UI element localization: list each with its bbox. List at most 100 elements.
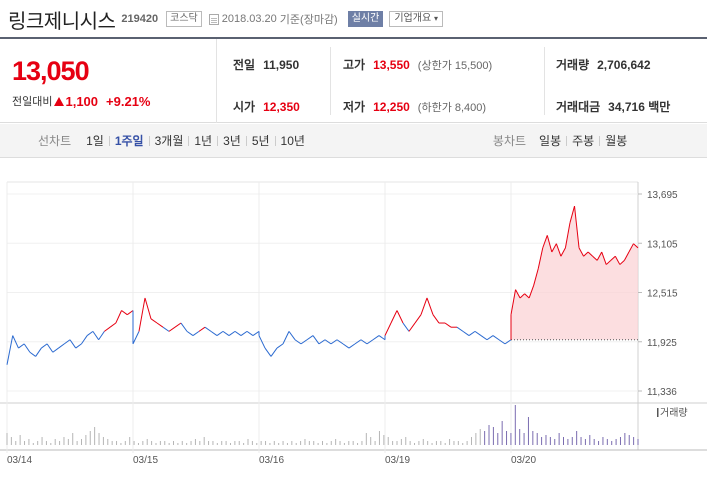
price-line-segment bbox=[336, 339, 344, 345]
candle-monthly[interactable]: 월봉 bbox=[605, 134, 628, 148]
candle-weekly[interactable]: 주봉 bbox=[572, 134, 595, 148]
price-line-segment bbox=[462, 330, 470, 336]
period-1w[interactable]: 1주일 bbox=[114, 134, 144, 148]
price-line-segment bbox=[210, 330, 218, 336]
price-line-segment bbox=[533, 268, 539, 286]
price-line-segment bbox=[592, 255, 598, 261]
company-name[interactable]: 링크제니시스 bbox=[8, 10, 116, 33]
price-line-segment bbox=[587, 251, 593, 257]
lower-limit: (하한가 8,400) bbox=[417, 102, 487, 114]
price-line-segment bbox=[240, 330, 248, 336]
price-line-segment bbox=[138, 297, 146, 332]
price-line-segment bbox=[234, 330, 242, 336]
price-line-segment bbox=[378, 335, 386, 341]
change-row: 전일대비 1,100 +9.21% bbox=[12, 93, 150, 109]
period-5y[interactable]: 5년 bbox=[251, 134, 270, 148]
price-line-segment bbox=[29, 351, 36, 357]
price-line-segment bbox=[270, 347, 278, 357]
candle-chart-label: 봉차트 bbox=[492, 134, 527, 148]
price-line-segment bbox=[222, 330, 230, 336]
stock-code: 219420 bbox=[121, 13, 159, 25]
stat-value: 13,550 bbox=[373, 58, 410, 72]
period-10y[interactable]: 10년 bbox=[280, 134, 305, 148]
corp-info-dropdown[interactable]: 기업개요 ▾ bbox=[389, 11, 443, 27]
stat-value: 12,350 bbox=[263, 100, 300, 114]
divider bbox=[148, 135, 150, 146]
change-label: 전일대비 bbox=[12, 96, 53, 108]
today-area-fill bbox=[511, 206, 638, 340]
price-line-segment bbox=[342, 343, 350, 349]
price-line-segment bbox=[528, 285, 535, 299]
price-line-segment bbox=[252, 330, 260, 336]
period-3y[interactable]: 3년 bbox=[223, 134, 241, 148]
divider bbox=[217, 135, 219, 146]
price-line-segment bbox=[619, 260, 625, 265]
period-1d[interactable]: 1일 bbox=[86, 134, 104, 148]
price-line-segment bbox=[510, 289, 517, 315]
divider bbox=[330, 47, 331, 115]
stat-label: 전일 bbox=[233, 58, 256, 72]
date-text: 2018.03.20 bbox=[221, 13, 277, 25]
price-line-segment bbox=[610, 255, 616, 261]
price-line-segment bbox=[121, 310, 128, 316]
stat-label: 시가 bbox=[233, 100, 256, 114]
arrow-up-icon bbox=[54, 96, 65, 106]
y-tick-label: 12,515 bbox=[647, 289, 678, 300]
upper-limit: (상한가 15,500) bbox=[417, 60, 493, 72]
price-line-segment bbox=[104, 326, 111, 332]
price-line-segment bbox=[288, 331, 296, 341]
volume-label: 거래량 bbox=[660, 407, 688, 419]
price-line-segment bbox=[300, 339, 308, 345]
price-chart[interactable]: 13,695 13,105 12,515 11,925 11,336 03/14 03/15… bbox=[0, 158, 707, 483]
price-line-segment bbox=[596, 251, 603, 261]
price-line-segment bbox=[144, 297, 152, 319]
price-line-segment bbox=[192, 330, 200, 336]
price-line-segment bbox=[35, 347, 42, 357]
price-line-segment bbox=[132, 331, 140, 345]
price-line-segment bbox=[555, 243, 562, 257]
stat-value: 34,716 백만 bbox=[608, 100, 671, 114]
price-line-segment bbox=[542, 235, 548, 249]
price-line-segment bbox=[109, 322, 117, 328]
price-line-segment bbox=[628, 243, 634, 253]
price-line-segment bbox=[396, 310, 404, 324]
price-line-segment bbox=[408, 322, 416, 332]
period-3m[interactable]: 3개월 bbox=[154, 134, 184, 148]
stat-label: 거래량 bbox=[556, 58, 590, 72]
price-line-segment bbox=[633, 243, 639, 249]
price-line-segment bbox=[537, 247, 544, 269]
price-line-segment bbox=[583, 251, 589, 257]
divider bbox=[274, 135, 276, 146]
x-tick-label: 03/15 bbox=[133, 455, 158, 466]
price-line-segment bbox=[569, 205, 575, 223]
price-line-segment bbox=[92, 331, 100, 341]
price-line-segment bbox=[614, 255, 621, 265]
price-line-segment bbox=[432, 314, 440, 324]
price-line-segment bbox=[546, 235, 553, 253]
x-tick-label: 03/14 bbox=[7, 455, 32, 466]
price-line-segment bbox=[63, 339, 71, 345]
price-line-segment bbox=[519, 293, 525, 299]
price-line-segment bbox=[150, 318, 158, 324]
price-line-segment bbox=[574, 206, 580, 248]
period-1y[interactable]: 1년 bbox=[194, 134, 213, 148]
price-line-segment bbox=[216, 330, 224, 336]
current-price: 13,050 bbox=[12, 56, 90, 86]
price-line-segment bbox=[564, 222, 571, 248]
price-line-segment bbox=[560, 247, 566, 257]
x-tick-label: 03/16 bbox=[259, 455, 284, 466]
y-tick-label: 13,695 bbox=[647, 190, 678, 201]
price-line-segment bbox=[294, 339, 302, 345]
price-line-segment bbox=[156, 322, 164, 328]
price-line-segment bbox=[515, 289, 521, 299]
stat-label: 고가 bbox=[343, 58, 366, 72]
price-line-segment bbox=[420, 297, 428, 315]
realtime-button[interactable]: 실시간 bbox=[347, 11, 384, 27]
price-line-segment bbox=[372, 335, 380, 341]
candle-daily[interactable]: 일봉 bbox=[539, 134, 562, 148]
price-line-segment bbox=[258, 335, 266, 349]
price-line-segment bbox=[480, 335, 488, 341]
price-line-segment bbox=[98, 331, 105, 341]
divider bbox=[108, 135, 110, 146]
stat-label: 저가 bbox=[343, 100, 366, 114]
